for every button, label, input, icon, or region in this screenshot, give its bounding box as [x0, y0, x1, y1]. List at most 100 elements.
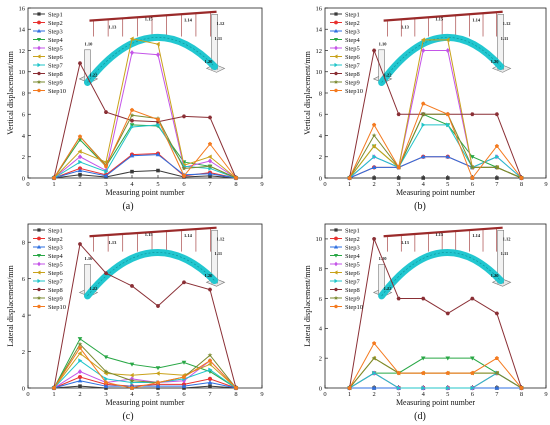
x-tick-label: 4	[422, 181, 426, 188]
data-point	[421, 385, 426, 391]
series-line	[53, 170, 237, 179]
legend-label: Step2	[48, 236, 63, 243]
data-point	[77, 341, 83, 347]
x-tick-label: 6	[471, 181, 475, 188]
inset-label: 1.14	[472, 233, 481, 238]
inset-label: 1.10	[84, 41, 93, 46]
data-point	[396, 385, 401, 391]
data-point	[446, 122, 451, 128]
legend-label: Step3	[345, 244, 360, 251]
x-tick-label: 3	[104, 391, 107, 398]
y-tick-label: 2	[319, 355, 322, 362]
y-axis-label: Lateral displacement/mm	[303, 264, 312, 346]
x-tick-label: 0	[26, 181, 29, 188]
data-point	[207, 380, 213, 385]
data-point	[103, 164, 109, 169]
data-point	[207, 154, 212, 160]
y-tick-label: 8	[22, 240, 25, 247]
x-tick-label: 7	[495, 391, 499, 398]
legend-label: Step5	[48, 261, 63, 268]
data-point	[129, 362, 135, 367]
data-point	[207, 141, 213, 146]
top-beam	[89, 10, 217, 22]
structure-inset: 1.10 1.13 1.15 1.14 1.12 1.11 1.20 1.22	[78, 226, 226, 300]
y-tick-label: 2	[22, 154, 25, 161]
y-tick-label: 0	[319, 175, 322, 182]
legend-marker	[37, 12, 41, 16]
x-tick-label: 7	[208, 181, 212, 188]
data-point	[181, 280, 187, 285]
data-point	[519, 385, 524, 390]
inset-label: 1.22	[89, 286, 98, 291]
data-point	[445, 37, 450, 43]
arch-rib-texture	[381, 252, 501, 297]
data-point	[104, 376, 109, 382]
data-point	[77, 168, 83, 173]
data-point	[77, 61, 83, 66]
series-line	[53, 109, 237, 179]
legend-label: Step8	[345, 71, 360, 78]
data-point	[371, 165, 377, 170]
x-tick-label: 2	[78, 181, 81, 188]
legend-label: Step9	[48, 295, 63, 302]
data-point	[372, 122, 377, 127]
y-tick-label: 2	[319, 154, 322, 161]
data-point	[519, 175, 524, 180]
x-tick-label: 2	[372, 391, 375, 398]
series-step6	[51, 36, 238, 181]
y-tick-label: 8	[319, 266, 322, 273]
data-point	[129, 118, 135, 123]
series-line	[53, 124, 237, 179]
y-tick-label: 4	[22, 133, 26, 140]
data-point	[78, 173, 82, 177]
inset-label: 1.12	[217, 236, 226, 241]
legend-marker	[36, 270, 41, 275]
data-point	[155, 383, 161, 388]
y-tick-label: 4	[22, 312, 26, 319]
data-point	[396, 176, 401, 180]
data-point	[470, 356, 475, 361]
data-point	[51, 385, 57, 390]
panel-caption: (d)	[414, 411, 426, 422]
legend-label: Step8	[48, 71, 63, 78]
data-point	[129, 372, 134, 378]
y-axis-label: Vertical displacement/mm	[6, 50, 15, 135]
data-point	[470, 155, 475, 160]
inset-label: 1.11	[215, 36, 223, 41]
data-point	[371, 143, 376, 149]
series-line	[53, 153, 237, 179]
legend-marker	[37, 287, 41, 292]
data-point	[421, 176, 426, 180]
legend-label: Step7	[48, 62, 64, 69]
data-point	[372, 370, 377, 376]
legend-marker	[334, 45, 338, 51]
series-step1	[347, 176, 524, 180]
data-point	[372, 154, 377, 160]
structure-inset: 1.10 1.13 1.15 1.14 1.12 1.11 1.20 1.22	[372, 10, 512, 86]
data-point	[207, 115, 213, 120]
data-point	[130, 169, 134, 174]
legend-marker	[334, 62, 339, 68]
legend-marker	[37, 71, 41, 76]
data-point	[77, 345, 83, 350]
series-line	[53, 352, 237, 389]
chart-panel-4: 0 1 2 3 4 5 6 7 8 9 0 2 4 6 8 10 Measuring point number L…	[303, 223, 548, 422]
series-line	[349, 372, 522, 389]
y-tick-label: 8	[22, 90, 25, 97]
data-point	[372, 341, 377, 346]
data-point	[347, 385, 352, 390]
data-point	[155, 371, 160, 376]
data-point	[155, 41, 160, 47]
data-point	[207, 158, 213, 164]
legend-label: Step3	[48, 28, 63, 35]
inset-label: 1.10	[379, 256, 388, 261]
data-point	[371, 132, 377, 138]
y-axis-label: Vertical displacement/mm	[303, 50, 312, 135]
data-point	[445, 154, 451, 159]
y-tick-label: 6	[22, 112, 26, 119]
y-tick-label: 4	[319, 326, 323, 333]
arch-rib	[83, 248, 219, 300]
series-line	[349, 342, 522, 389]
data-point	[155, 366, 161, 371]
